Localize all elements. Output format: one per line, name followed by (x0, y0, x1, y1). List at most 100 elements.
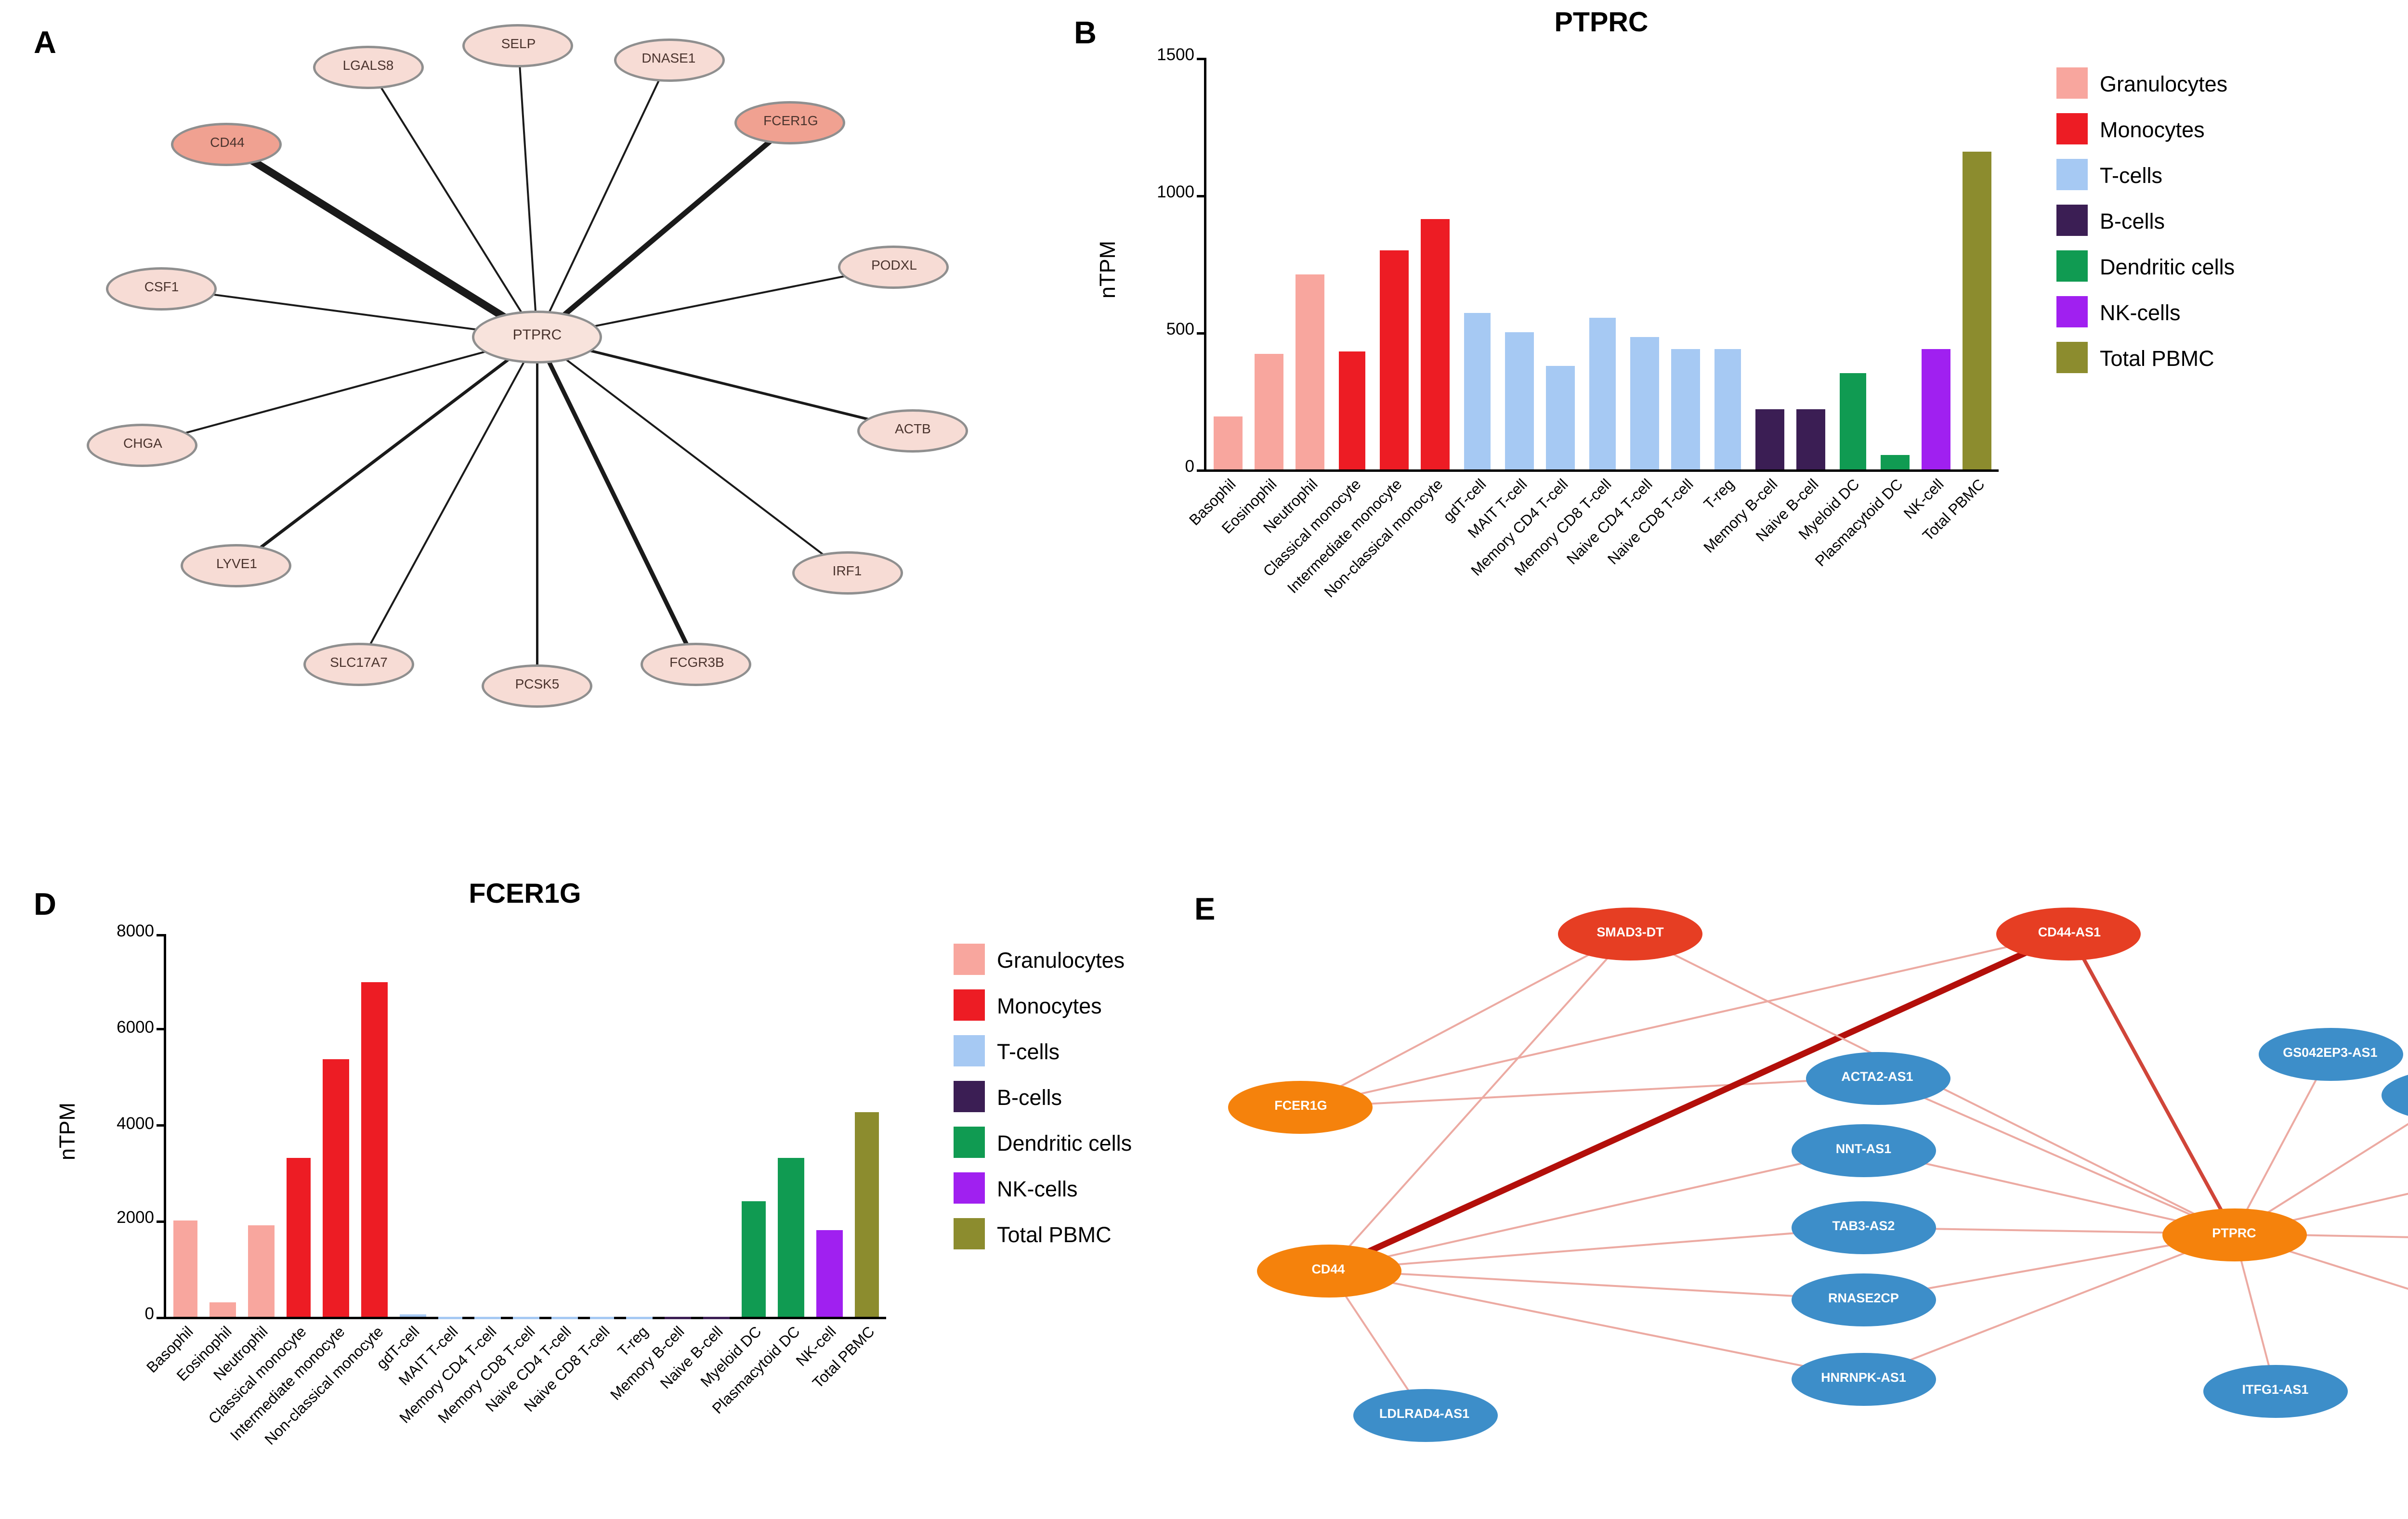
panel-b-letter: B (1074, 14, 1097, 51)
legend-swatch (2056, 205, 2088, 236)
edge-PTPRC-ACTA2-AS1 (1877, 1076, 2235, 1235)
legend-label: B-cells (2100, 208, 2165, 233)
legend-item: T-cells (2056, 159, 2235, 190)
legend-item: Dendritic cells (2056, 250, 2235, 282)
chart-title-fcer1g: FCER1G (469, 881, 581, 910)
node-ITFG1-AS1: ITFG1-AS1 (2203, 1363, 2348, 1417)
edge-CD44-NNT-AS1 (1328, 1148, 1864, 1271)
node-CD44: CD44 (1256, 1243, 1400, 1297)
edge-PTPRC-CD44 (225, 142, 539, 341)
x-label: T-reg (1702, 477, 1740, 514)
edge-PTPRC-GS042EP3-AS1 (2233, 1052, 2331, 1234)
legend-label: NK-cells (997, 1176, 1078, 1200)
legend-swatch (2056, 250, 2088, 282)
legend-swatch (954, 1127, 985, 1158)
y-axis-label: nTPM (1096, 240, 1120, 299)
bar-T-reg (627, 1316, 653, 1317)
y-tick-label: 0 (144, 1307, 154, 1324)
panel-e-letter: E (1194, 891, 1216, 927)
legend-swatch (954, 1081, 985, 1112)
cell-type-legend: Granulocytes Monocytes T-cells B-cells Dendr… (2056, 67, 2235, 373)
y-tick-label: 8000 (117, 924, 154, 941)
edge-PTPRC-DNASE1 (536, 59, 670, 338)
node-CHGA: CHGA (87, 423, 198, 467)
legend-item: B-cells (2056, 205, 2235, 236)
edge-PTPRC-ACTB (537, 336, 914, 432)
y-tick (157, 1028, 166, 1031)
bar-Basophil (172, 1221, 198, 1317)
legend-label: Monocytes (997, 993, 1102, 1017)
node-TAB3-AS2: TAB3-AS2 (1791, 1201, 1936, 1254)
bar-Memory CD4 T-cell (1546, 365, 1575, 469)
legend-label: Total PBMC (2100, 345, 2214, 370)
bar-Myeloid DC (740, 1202, 767, 1317)
bar-Total PBMC (1963, 151, 1992, 469)
edge-CD44-SMAD3-DT (1327, 932, 1631, 1271)
legend-item: Granulocytes (2056, 67, 2235, 99)
bar-Naive CD4 T-cell (1630, 338, 1659, 469)
bar-Non-classical monocyte (1421, 220, 1450, 469)
legend-item: NK-cells (954, 1172, 1132, 1204)
node-RNASE2CP: RNASE2CP (1791, 1273, 1936, 1326)
legend-swatch (954, 1035, 985, 1066)
bar-MAIT T-cell (1505, 332, 1533, 469)
bar-Total PBMC (854, 1111, 880, 1317)
bar-Intermediate monocyte (1380, 250, 1408, 469)
node-SELP: SELP (463, 24, 574, 67)
legend-label: T-cells (997, 1039, 1060, 1063)
node-GS042EP3-AS1: GS042EP3-AS1 (2258, 1026, 2403, 1080)
legend-label: NK-cells (2100, 299, 2181, 324)
y-tick (1197, 194, 1206, 196)
legend-swatch (2056, 67, 2088, 99)
legend-label: Dendritic cells (2100, 254, 2235, 278)
bar-MAIT T-cell (437, 1316, 463, 1317)
edge-FCER1G-SMAD3-DT (1300, 932, 1631, 1108)
y-tick (157, 1124, 166, 1127)
panel-a-letter: A (34, 24, 56, 60)
legend-swatch (954, 1172, 985, 1204)
node-CSF1: CSF1 (106, 266, 217, 310)
legend-label: Granulocytes (997, 947, 1125, 972)
legend-label: Total PBMC (997, 1221, 1112, 1246)
bar-Classical monocyte (286, 1159, 312, 1317)
bar-Naive CD8 T-cell (1672, 349, 1700, 469)
edge-PTPRC-CD44-AS1 (2068, 932, 2236, 1235)
node-ACTA2-AS1: ACTA2-AS1 (1805, 1051, 1950, 1104)
y-tick-label: 6000 (117, 1020, 154, 1037)
y-tick-label: 2000 (117, 1211, 154, 1229)
bar-Memory CD8 T-cell (1588, 318, 1617, 469)
legend-swatch (954, 944, 985, 975)
legend-item: Dendritic cells (954, 1127, 1132, 1158)
legend-item: Total PBMC (2056, 342, 2235, 373)
node-SLC17A7: SLC17A7 (303, 643, 414, 687)
node-CD44: CD44 (171, 123, 283, 167)
legend-swatch (954, 1218, 985, 1249)
cell-type-legend: Granulocytes Monocytes T-cells B-cells Dendr… (954, 944, 1132, 1249)
legend-swatch (2056, 296, 2088, 327)
node-PODXL: PODXL (838, 245, 950, 288)
node-LGALS8: LGALS8 (313, 45, 424, 89)
panel-a: A PTPRC LGALS8 SELP DNASE1 CD44 FCER1G CSF1 POD… (19, 10, 1055, 761)
node-CD44-AS1: CD44-AS1 (1997, 906, 2142, 960)
edge-PTPRC-FCER1G (535, 121, 793, 340)
edge-PTPRC-HNRNPK-AS1 (1863, 1233, 2235, 1379)
edge-CD44-TAB3-AS2 (1328, 1227, 1864, 1271)
bar-NK-cell (1922, 349, 1950, 469)
network-e: SMAD3-DT CD44-AS1 FCER1G CD44 PTPRC ACTA2-AS1… (1218, 891, 2408, 1493)
y-tick-label: 1500 (1157, 48, 1194, 65)
bar-Non-classical monocyte (361, 982, 388, 1317)
y-tick (1197, 468, 1206, 471)
edge-PTPRC-IRF1 (537, 337, 848, 574)
legend-label: B-cells (997, 1084, 1062, 1109)
node-FCER1G: FCER1G (1228, 1081, 1373, 1134)
bar-Naive B-cell (1796, 409, 1825, 469)
legend-label: Monocytes (2100, 117, 2205, 141)
legend-item: Monocytes (954, 989, 1132, 1021)
x-label: Memory B-cell (1701, 477, 1781, 558)
edge-CD44-RNASE2CP (1328, 1269, 1864, 1301)
network-a: PTPRC LGALS8 SELP DNASE1 CD44 FCER1G CSF1 PODXL… (77, 24, 1016, 737)
edge-PTPRC-LGALS8 (367, 66, 538, 338)
chart-title-ptprc: PTPRC (1554, 10, 1649, 39)
bar-Naive CD4 T-cell (551, 1316, 577, 1317)
